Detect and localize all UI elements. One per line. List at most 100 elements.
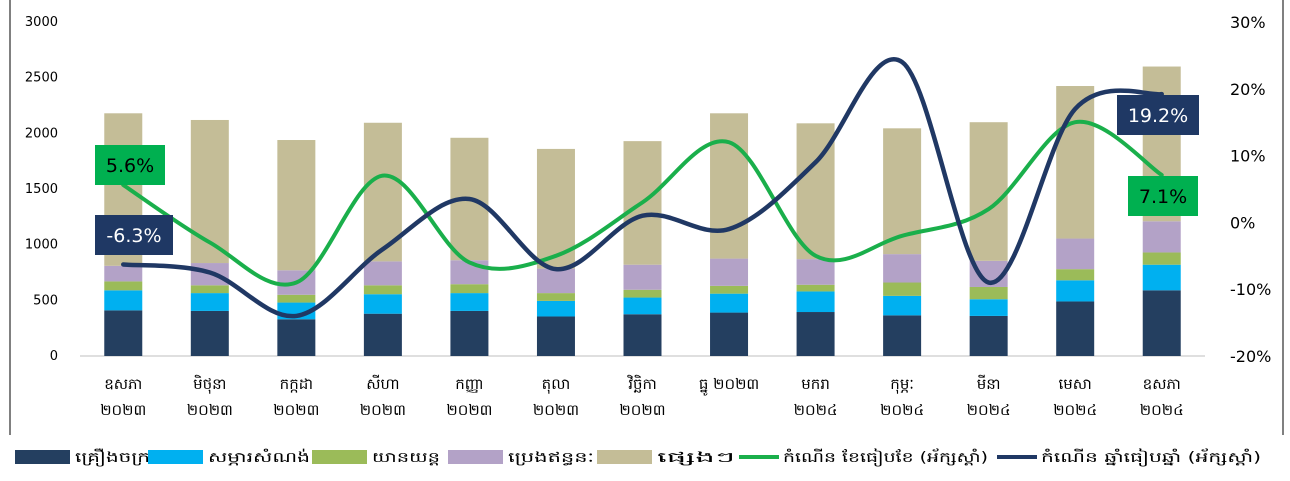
bar-segment-0 [190,310,229,356]
bar-segment-0 [1142,290,1181,356]
bar-segment-4 [710,113,749,259]
bar-segment-0 [883,315,922,356]
bar-segment-1 [190,293,229,311]
bar-segment-0 [796,312,835,356]
legend-swatch [448,450,503,464]
line-series-0 [121,119,1164,287]
annotation-box [1128,176,1198,216]
bar-segment-0 [536,316,575,356]
bar-segment-1 [450,293,489,311]
legend-label: ផ្សេងៗ [657,450,735,466]
x-tick-label: ២០២៤ [794,401,838,419]
bar-segment-2 [1056,269,1095,281]
bar-segment-3 [710,258,749,286]
bar-segment-1 [1056,280,1095,302]
y-left-tick-label: 2500 [25,71,58,86]
bar-segment-1 [623,297,662,315]
bar-segment-3 [536,268,575,294]
legend-label: កំណើន ខែធៀបខែ (អ័ក្សស្តាំ) [783,448,988,467]
bar-segment-0 [969,315,1008,356]
bar-segment-0 [277,319,316,356]
bar-segment-3 [363,261,402,286]
y-left-tick-label: 1500 [25,182,58,197]
x-tick-label: ២០២៤ [880,401,924,419]
legend-swatch [148,450,203,464]
annotation-label: 5.6% [106,155,154,177]
y-right-tick-label: 30% [1230,13,1266,32]
y-right-tick-label: -20% [1230,347,1271,366]
x-tick-label: ២០២៣ [446,401,492,419]
bar-segment-0 [1056,301,1095,356]
bar-segment-3 [883,254,922,283]
bar-segment-1 [536,300,575,317]
x-tick-label: វិច្ឆិកា [627,374,657,393]
bar-segment-1 [104,290,143,311]
annotation-label: 7.1% [1139,186,1187,208]
bar-segment-2 [277,294,316,303]
legend-label: កំណើន ឆ្នាំធៀបឆ្នាំ (អ័ក្សស្តាំ) [1041,448,1261,467]
bar-segment-2 [1142,252,1181,265]
legend-label: គ្រឿងចក្រ [75,448,150,467]
annotation-box [1117,95,1199,135]
bar-segment-4 [190,119,229,264]
bar-segment-2 [710,285,749,294]
bar-segment-2 [883,282,922,296]
bar-segment-1 [796,291,835,313]
x-tick-label: ២០២៤ [967,401,1011,419]
bar-segment-3 [104,265,143,282]
x-tick-label: ២០២៣ [100,401,146,419]
x-tick-label: ២០២៣ [533,401,579,419]
bar-segment-2 [363,285,402,295]
x-tick-label: តុលា [542,375,571,394]
x-tick-label: កញ្ញា [455,375,483,393]
bar-segment-2 [536,293,575,301]
bar-segment-2 [450,284,489,294]
bar-segment-1 [883,295,922,316]
legend-swatch [597,450,652,464]
bar-segment-2 [623,289,662,298]
bar-segment-1 [710,293,749,313]
y-left-tick-label: 500 [33,293,58,308]
annotation-label: -6.3% [106,225,161,247]
bar-segment-0 [104,310,143,356]
x-tick-label: ២០២៤ [1053,401,1097,419]
annotation-box [95,215,173,255]
x-tick-label: កក្កដា [280,375,313,393]
bar-segment-4 [277,140,316,271]
x-tick-label: ឧសភា [104,375,142,393]
legend-swatch [15,450,70,464]
annotation-box [95,145,165,185]
y-right-tick-label: 10% [1230,147,1266,166]
x-tick-label: ២០២៣ [360,401,406,419]
legend-label: សម្ភារសំណង់ [208,448,310,466]
bar-segment-1 [363,294,402,314]
line-series-1 [121,57,1164,319]
x-tick-label: មីនា [977,374,1001,393]
bar-segment-1 [1142,264,1181,291]
bar-segment-0 [710,312,749,356]
bar-segment-0 [363,313,402,356]
x-tick-label: មេសា [1059,375,1092,393]
bar-segment-2 [190,285,229,294]
bar-segment-3 [1056,238,1095,270]
x-tick-label: សីហា [366,374,399,393]
x-tick-label: កុម្ភៈ [890,375,914,394]
annotation-label: 19.2% [1128,105,1188,127]
y-left-tick-label: 3000 [25,15,58,30]
y-left-tick-label: 0 [50,349,58,364]
y-right-tick-label: 0% [1230,213,1255,232]
bar-segment-0 [450,310,489,356]
legend-swatch [312,450,367,464]
x-tick-label: ធ្នូ ២០២៣ [699,375,759,396]
x-tick-label: ២០២៣ [619,401,665,419]
legend-label: យានយន្ត [372,450,440,466]
y-right-tick-label: -10% [1230,280,1271,299]
bar-segment-3 [1142,221,1181,253]
y-left-tick-label: 2000 [25,126,58,141]
bar-segment-3 [623,264,662,290]
bar-segment-2 [104,281,143,291]
x-tick-label: ២០២៣ [187,401,233,419]
y-left-tick-label: 1000 [25,238,58,253]
